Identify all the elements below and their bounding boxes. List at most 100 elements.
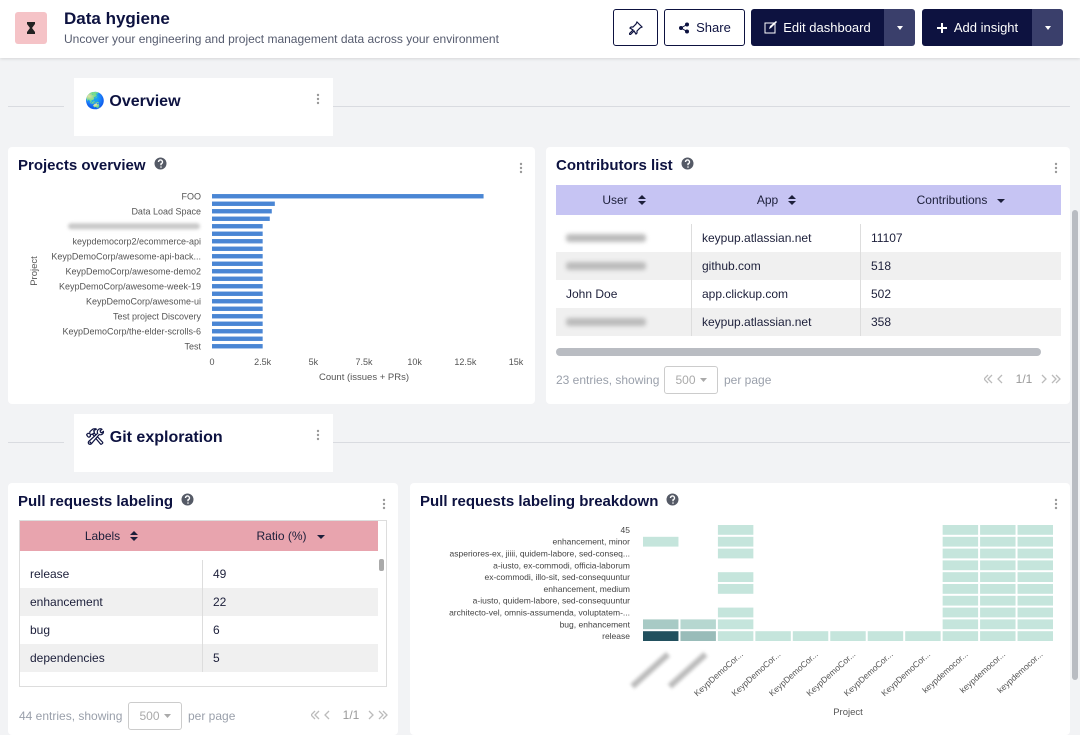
menu[interactable] (382, 497, 386, 515)
widget: Pull requests labeling breakdown 45 enhan… (410, 483, 1070, 735)
page-size-select[interactable]: 500 (128, 702, 182, 730)
edit-dashboard-button[interactable]: Edit dashboard (751, 9, 884, 46)
table-cell: bug (20, 616, 203, 644)
bar (212, 246, 263, 251)
dot (519, 162, 523, 166)
arrow (130, 537, 139, 541)
help-icon[interactable] (666, 493, 679, 510)
arrow (788, 201, 797, 205)
widget: Contributors list User App Contributions ke… (546, 147, 1070, 404)
bar (212, 344, 263, 349)
menu[interactable] (1054, 161, 1058, 179)
section-title: 🛠 Git exploration (85, 429, 223, 446)
help-icon[interactable] (154, 157, 167, 174)
widget-title: Contributors list (556, 157, 694, 174)
y-tick-label: keypdemocorp2/ecommerce-api (72, 236, 201, 246)
pin-button[interactable] (613, 9, 658, 46)
kebab-glyph (382, 498, 386, 510)
column-header[interactable]: Contributions (861, 185, 1061, 215)
add-dropdown[interactable] (1032, 9, 1063, 46)
column-header[interactable]: Ratio (%) (203, 521, 378, 551)
bar (212, 299, 263, 304)
cell-text: 518 (871, 259, 892, 273)
help-icon[interactable] (681, 157, 694, 174)
cell-text: dependencies (30, 651, 105, 665)
table-cell: 11107 (861, 224, 1061, 252)
page-arrow (314, 710, 320, 720)
share-icon (679, 22, 690, 33)
sort-icon[interactable] (788, 195, 797, 205)
cell-text: 502 (871, 287, 892, 301)
heat-cell (980, 584, 1016, 594)
caret (896, 25, 903, 30)
table-cell: 502 (861, 280, 1061, 308)
scrollbar[interactable] (1072, 210, 1078, 680)
y-tick-label: KeypDemoCorp/the-elder-scrolls-6 (62, 326, 201, 336)
help-icon[interactable] (181, 493, 194, 510)
cell-text: 22 (213, 595, 227, 609)
page-size: 500 (675, 373, 696, 387)
divider (333, 442, 1070, 443)
heat-cell (1017, 572, 1053, 582)
widget-title: Pull requests labeling breakdown (420, 493, 679, 510)
heat-cell (942, 525, 979, 535)
bar (212, 201, 275, 206)
heatmap-chart: 45 enhancement, minor asperiores-ex, jiiii… (449, 525, 1053, 718)
heat-cell (942, 536, 979, 547)
sort-icon[interactable] (637, 195, 646, 205)
column-header[interactable]: Labels (20, 521, 203, 551)
share-button[interactable]: Share (664, 9, 745, 46)
heat-cell (717, 525, 754, 535)
help-dot (686, 166, 689, 168)
sort-icon[interactable] (130, 531, 139, 541)
title-text: Pull requests labeling (18, 493, 174, 510)
cell-text: github.com (702, 259, 761, 273)
menu[interactable] (316, 428, 320, 446)
table-cell: github.com (692, 252, 861, 280)
dot (316, 437, 320, 441)
help-dot (187, 502, 189, 504)
horizontal-scrollbar[interactable] (556, 348, 1041, 356)
header-label: Contributions (916, 193, 988, 207)
sort-icon[interactable] (316, 531, 325, 541)
table-cell: app.clickup.com (692, 280, 861, 308)
heat-cell (1017, 548, 1053, 559)
button-label: Edit dashboard (783, 20, 871, 35)
column-header[interactable]: User (556, 185, 692, 215)
cell-text: John Doe (566, 287, 618, 301)
bar (212, 194, 484, 199)
page-size-select[interactable]: 500 (664, 366, 718, 394)
edit-dropdown[interactable] (884, 9, 915, 46)
page-arrow (997, 374, 1003, 384)
page-size: 500 (139, 709, 160, 723)
heat-cell (1017, 631, 1053, 641)
page-arrow (368, 710, 374, 720)
section-card: 🌏 Overview (74, 78, 333, 136)
menu[interactable] (1054, 497, 1058, 515)
dot (1054, 162, 1058, 166)
vertical-scrollbar[interactable] (379, 559, 384, 571)
column-header[interactable]: App (692, 185, 861, 215)
heat-cell (942, 572, 979, 582)
entries-text: 23 entries, showing (556, 373, 660, 387)
arrow (637, 195, 646, 199)
page-arrow (378, 710, 384, 720)
per-page-text: per page (724, 373, 772, 387)
arrow (788, 195, 797, 199)
menu[interactable] (316, 92, 320, 110)
heat-cell (980, 572, 1016, 582)
heat-cell (980, 548, 1016, 559)
pagination[interactable]: 1/1 (984, 372, 1064, 386)
add-insight-button[interactable]: Add insight (922, 9, 1032, 46)
caret-path (699, 378, 707, 382)
y-tick-label: release (602, 631, 630, 641)
menu[interactable] (519, 161, 523, 179)
table-cell: 6 (203, 616, 378, 644)
x-axis-title: Project (833, 707, 863, 718)
table-cell: 5 (203, 644, 378, 672)
widget-title: Pull requests labeling (18, 493, 194, 510)
pagination[interactable]: 1/1 (311, 708, 391, 722)
sort-icon[interactable] (997, 195, 1006, 205)
heat-cell (980, 560, 1016, 571)
